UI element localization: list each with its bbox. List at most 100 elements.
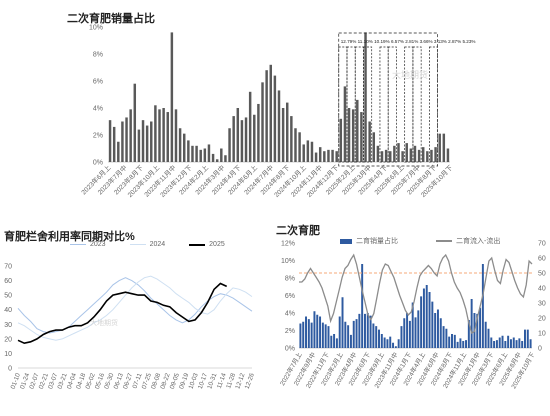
chart3-bar — [408, 320, 411, 348]
legend-swatch-line — [436, 240, 452, 242]
chart1-watermark: 大地期货 — [392, 69, 428, 80]
chart2-y-tick: 60 — [4, 278, 12, 285]
chart1-bar — [286, 102, 289, 162]
chart1-title: 二次育肥销量占比 — [67, 13, 155, 25]
chart1-y-tick: 0% — [93, 160, 103, 167]
chart3-y-tick-left: 12% — [281, 241, 295, 248]
chart1-bar — [129, 109, 132, 162]
chart1-bar — [182, 133, 186, 162]
chart3-bar — [327, 326, 330, 348]
chart1-bar — [277, 90, 281, 162]
chart1-bar — [174, 109, 178, 162]
chart3-y-tick-left: 8% — [285, 276, 295, 283]
chart3-bar — [372, 323, 375, 348]
chart3-bar — [512, 337, 515, 348]
chart3-bar — [400, 326, 403, 348]
chart3-bar — [470, 299, 473, 348]
chart3-bar — [487, 328, 490, 348]
chart3-bar — [366, 313, 369, 348]
chart1-bar — [368, 121, 371, 162]
chart3-bar — [335, 338, 338, 348]
chart1-bar — [244, 117, 248, 162]
chart3-bar — [392, 342, 395, 348]
chart3-bar — [344, 321, 347, 348]
chart3-bar — [403, 318, 406, 348]
chart1-bar — [224, 155, 227, 162]
chart1-bar — [413, 145, 417, 162]
chart1-bar — [405, 143, 408, 162]
chart3-bar — [456, 341, 459, 348]
chart3-bar — [341, 297, 344, 348]
chart1-bar — [253, 114, 256, 162]
chart3-bar — [484, 321, 487, 348]
chart1-bar — [199, 149, 202, 162]
chart3-bar — [394, 346, 397, 348]
chart1-bar — [162, 108, 165, 162]
chart2-series-2024 — [17, 275, 253, 341]
chart3-y-tick-right: 0 — [538, 346, 542, 353]
chart1-bar — [211, 153, 215, 162]
chart1-bar — [257, 103, 260, 162]
chart3-bar — [518, 338, 521, 348]
chart1-bar — [409, 148, 413, 162]
chart1-bar — [137, 129, 141, 162]
chart1-bar — [236, 108, 240, 162]
chart3-bar — [380, 334, 383, 348]
chart3-bar — [490, 337, 493, 348]
chart3-bar — [493, 341, 496, 348]
chart1-annotation-box — [429, 46, 438, 163]
chart1-annotation-text: 12.79% 11.10% 10.19% 6.57% 2.81% 3.66% 3… — [341, 39, 476, 44]
chart2-legend: 2023 2024 2025 — [70, 241, 225, 248]
chart3-bar — [406, 313, 409, 348]
chart3-bar — [333, 334, 336, 348]
chart1-bar — [178, 128, 182, 162]
chart3-title: 二次育肥 — [276, 225, 320, 237]
chart3-y-tick-right: 10 — [538, 331, 546, 338]
chart1-y-tick: 4% — [93, 106, 103, 113]
chart3-y-tick-right: 70 — [538, 241, 546, 248]
chart3-y-tick-right: 20 — [538, 316, 546, 323]
chart1-bar — [310, 141, 314, 162]
chart1-bar — [331, 149, 334, 162]
chart3-y-tick-right: 40 — [538, 286, 546, 293]
legend-label-2025: 2025 — [209, 241, 225, 248]
chart3-bar — [375, 326, 378, 348]
chart2-series-2025 — [17, 282, 228, 345]
chart3-bar — [397, 339, 400, 348]
legend-swatch-bars — [340, 238, 352, 244]
chart3-bar — [442, 326, 445, 348]
chart1-bar — [228, 128, 231, 162]
chart2-watermark: 大地期货 — [90, 318, 118, 327]
chart1-y-tick: 2% — [93, 133, 103, 140]
chart1-bar — [150, 121, 153, 162]
chart3-y-tick-right: 60 — [538, 256, 546, 263]
chart3-bar — [507, 335, 510, 348]
chart1-bar — [240, 120, 244, 162]
chart1-bar — [380, 151, 384, 162]
chart1-annotation-box — [387, 46, 397, 163]
chart3-bar — [378, 329, 380, 348]
chart1-bar — [232, 116, 235, 162]
chart3-bar — [352, 320, 355, 348]
chart1-bar — [442, 133, 446, 162]
legend-label-line: 二育流入-流出 — [456, 238, 501, 245]
chart1-bar — [314, 152, 318, 162]
chart1-bar — [417, 149, 421, 162]
chart3-bar — [481, 264, 484, 348]
chart3-bar — [363, 313, 366, 348]
chart3-bar — [358, 313, 361, 348]
chart1-bar — [318, 147, 322, 162]
chart1-bar — [351, 109, 355, 162]
chart1-bar — [207, 144, 211, 162]
chart1-bar — [393, 145, 396, 162]
chart3-bar — [369, 315, 372, 348]
chart2-y-tick: 20 — [4, 336, 12, 343]
chart3-bar — [476, 313, 479, 348]
chart3-bar — [414, 317, 417, 348]
legend-label-2024: 2024 — [149, 241, 166, 248]
chart3-bar — [425, 285, 428, 348]
chart1-bar — [125, 117, 128, 162]
chart1-bar — [108, 120, 112, 162]
chart3-bar — [451, 334, 453, 348]
chart1-bar — [281, 108, 285, 162]
